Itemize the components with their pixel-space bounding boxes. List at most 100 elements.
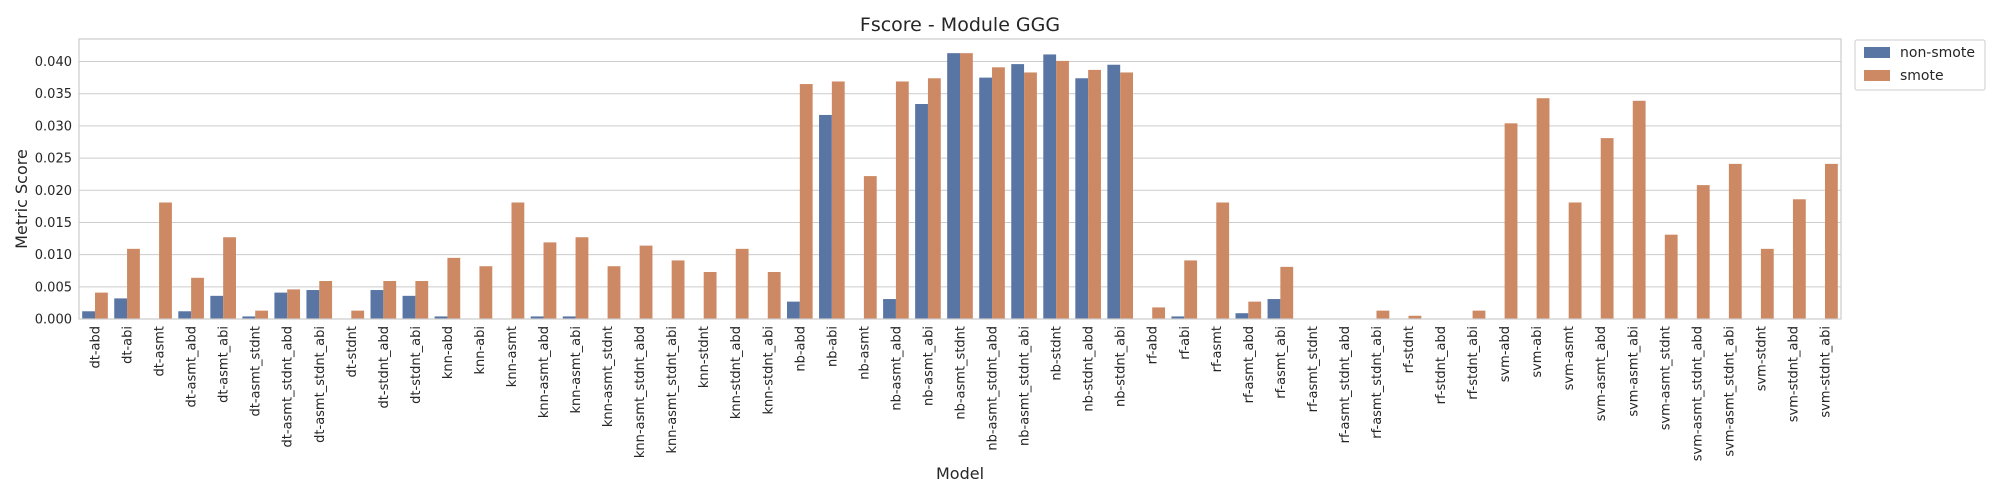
- x-tick-label: knn-abd: [441, 326, 456, 379]
- bar-non-smote-knn-asmt_abi: [562, 316, 576, 319]
- bar-smote-rf-asmt_stdnt_abi: [1376, 310, 1390, 319]
- x-tick-label: knn-asmt_stdnt: [601, 326, 616, 427]
- bar-smote-nb-abd: [799, 84, 813, 320]
- x-tick-label: svm-abi: [1530, 326, 1545, 378]
- bar-smote-svm-stdnt: [1760, 248, 1774, 319]
- legend-swatch-non-smote: [1864, 47, 1890, 58]
- bar-smote-knn-abd: [447, 257, 461, 319]
- bar-smote-nb-asmt_stdnt_abd: [992, 67, 1005, 319]
- x-tick-label: rf-asmt_abi: [1274, 326, 1289, 399]
- bar-smote-svm-asmt_stdnt_abd: [1696, 185, 1710, 319]
- x-tick-label: knn-asmt_stdnt_abi: [665, 326, 680, 454]
- bar-smote-nb-abi: [831, 81, 845, 319]
- bar-non-smote-nb-stdnt_abd: [1075, 78, 1089, 319]
- x-tick-label: knn-abi: [473, 326, 488, 375]
- x-axis-label: Model: [936, 464, 984, 483]
- y-tick-label: 0.020: [35, 184, 72, 199]
- x-tick-label: nb-asmt_stdnt_abi: [1018, 326, 1033, 446]
- legend-label-smote: smote: [1900, 68, 1944, 84]
- x-tick-label: svm-stdnt_abi: [1818, 326, 1833, 418]
- x-tick-label: svm-asmt_abi: [1626, 326, 1641, 417]
- bar-smote-nb-stdnt_abd: [1088, 69, 1101, 320]
- x-tick-label: knn-asmt_stdnt_abd: [633, 326, 648, 458]
- x-tick-label: dt-asmt_stdnt_abi: [313, 326, 328, 443]
- x-tick-label: knn-asmt_abd: [537, 326, 552, 418]
- x-tick-label: nb-asmt_abi: [921, 326, 936, 406]
- bar-non-smote-nb-asmt_stdnt_abi: [1011, 64, 1025, 319]
- bar-non-smote-dt-abi: [114, 298, 128, 319]
- bar-smote-knn-asmt_abd: [543, 242, 557, 319]
- bar-smote-rf-asmt_abd: [1248, 301, 1262, 319]
- bar-non-smote-nb-stdnt: [1043, 54, 1057, 320]
- x-tick-label: svm-asmt_stdnt_abi: [1722, 326, 1737, 457]
- bar-smote-rf-asmt_abi: [1280, 266, 1294, 319]
- x-tick-label: svm-asmt_abd: [1594, 326, 1609, 421]
- bar-smote-knn-stdnt_abi: [767, 272, 781, 319]
- x-tick-label: rf-asmt_abd: [1242, 326, 1257, 403]
- bar-smote-nb-stdnt: [1056, 60, 1069, 319]
- bar-smote-nb-asmt_abi: [927, 78, 941, 319]
- x-tick-label: rf-stdnt_abi: [1466, 326, 1481, 400]
- bar-non-smote-rf-asmt_abi: [1267, 299, 1281, 319]
- x-tick-label: dt-abi: [121, 326, 136, 364]
- y-tick-label: 0.010: [35, 248, 72, 263]
- x-tick-label: nb-stdnt: [1050, 326, 1065, 381]
- x-tick-label: rf-asmt_stdnt_abd: [1338, 326, 1353, 443]
- bar-smote-rf-asmt: [1216, 202, 1230, 319]
- x-tick-label: rf-abd: [1146, 326, 1161, 364]
- bar-marks: [82, 53, 1838, 320]
- bar-non-smote-knn-abd: [434, 316, 448, 319]
- y-tick-label: 0.000: [35, 313, 72, 328]
- bar-smote-dt-stdnt_abi: [415, 281, 429, 319]
- legend-swatch-smote: [1864, 70, 1890, 81]
- bar-non-smote-nb-abi: [819, 114, 832, 319]
- x-tick-label: svm-asmt_stdnt: [1658, 326, 1673, 430]
- bar-smote-knn-stdnt_abd: [735, 248, 749, 319]
- x-tick-label: dt-abd: [89, 326, 104, 369]
- bar-non-smote-knn-asmt_abd: [530, 316, 544, 319]
- x-tick-label: knn-stdnt_abi: [761, 326, 776, 415]
- bar-smote-svm-stdnt_abd: [1792, 199, 1806, 319]
- x-tick-label: nb-asmt_stdnt: [954, 326, 969, 420]
- bar-smote-knn-abi: [479, 266, 493, 319]
- x-tick-label: dt-asmt_abd: [185, 326, 200, 408]
- bar-non-smote-dt-asmt_abd: [178, 311, 192, 319]
- bar-smote-dt-asmt_stdnt_abd: [287, 289, 301, 319]
- bar-non-smote-nb-asmt_stdnt: [947, 53, 960, 319]
- x-tick-label: nb-asmt: [857, 326, 872, 380]
- bar-smote-svm-asmt_abd: [1600, 138, 1614, 319]
- y-tick-label: 0.025: [35, 152, 72, 167]
- bar-non-smote-dt-asmt_stdnt_abd: [274, 292, 288, 319]
- x-tick-label: nb-stdnt_abd: [1082, 326, 1097, 412]
- bar-smote-nb-asmt_abd: [895, 81, 909, 319]
- x-tick-label: rf-asmt_stdnt_abi: [1370, 326, 1385, 439]
- bar-smote-svm-abi: [1536, 98, 1550, 320]
- bar-non-smote-dt-stdnt_abd: [370, 290, 384, 319]
- bar-smote-nb-asmt_stdnt_abi: [1024, 72, 1037, 319]
- x-tick-label: dt-asmt_abi: [217, 326, 232, 403]
- bar-smote-svm-asmt: [1568, 202, 1582, 319]
- x-tick-label: knn-asmt_abi: [569, 326, 584, 414]
- x-tick-label: svm-stdnt_abd: [1786, 326, 1801, 422]
- bar-non-smote-nb-stdnt_abi: [1107, 64, 1121, 319]
- bar-smote-dt-abd: [95, 292, 108, 319]
- y-tick-labels: 0.000 0.005 0.010 0.015 0.020 0.025 0.030 0.035…: [35, 55, 72, 327]
- bar-non-smote-rf-asmt_abd: [1235, 313, 1249, 319]
- bar-smote-svm-asmt_stdnt_abi: [1728, 163, 1742, 319]
- x-tick-label: svm-abd: [1498, 326, 1513, 382]
- bar-smote-knn-asmt: [511, 202, 525, 319]
- x-tick-label: rf-stdnt_abd: [1434, 326, 1449, 404]
- x-tick-label: svm-asmt: [1562, 326, 1577, 390]
- bar-non-smote-dt-asmt_abi: [210, 295, 224, 319]
- bar-non-smote-dt-abd: [82, 311, 96, 319]
- legend-label-non-smote: non-smote: [1900, 45, 1975, 61]
- bar-smote-rf-stdnt_abi: [1472, 310, 1486, 319]
- bar-smote-dt-stdnt: [351, 310, 365, 319]
- x-tick-label: rf-asmt: [1210, 326, 1225, 372]
- bar-smote-rf-abi: [1184, 260, 1198, 319]
- x-tick-label: rf-asmt_stdnt: [1306, 326, 1321, 412]
- x-tick-label: nb-asmt_abd: [889, 326, 904, 411]
- y-tick-label: 0.030: [35, 119, 72, 134]
- x-tick-label: dt-stdnt_abd: [377, 326, 392, 408]
- x-tick-label: nb-abi: [825, 326, 840, 367]
